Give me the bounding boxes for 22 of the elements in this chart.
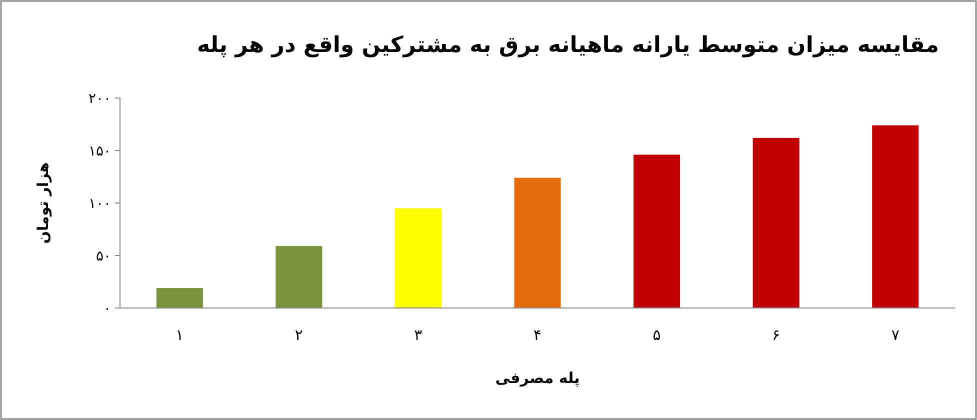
y-tick-label: ۰ — [103, 301, 111, 317]
bar — [276, 246, 322, 308]
bar — [514, 178, 561, 308]
x-tick-label: ۴ — [533, 326, 542, 344]
x-tick-label: ۶ — [772, 326, 780, 344]
y-axis-title: هزار تومان — [34, 162, 52, 244]
y-tick-label: ۵۰ — [96, 248, 111, 264]
bar — [634, 154, 680, 308]
bar — [394, 208, 442, 308]
x-tick-label: ۷ — [891, 326, 900, 344]
x-tick-label: ۱ — [176, 326, 184, 344]
x-tick-label: ۲ — [294, 326, 303, 344]
x-tick-label: ۳ — [414, 326, 422, 344]
bar — [156, 288, 203, 308]
y-tick-label: ۱۰۰ — [88, 196, 111, 212]
bar — [872, 125, 919, 308]
y-tick-label: ۲۰۰ — [88, 91, 111, 107]
y-tick-label: ۱۵۰ — [88, 144, 111, 160]
chart-title: مقایسه میزان متوسط یارانه ماهیانه برق به مشترکین واقع در هر پله — [196, 33, 940, 58]
x-tick-label: ۵ — [652, 326, 661, 344]
x-axis-title: پله مصرفی — [495, 369, 580, 387]
bar — [752, 138, 800, 308]
